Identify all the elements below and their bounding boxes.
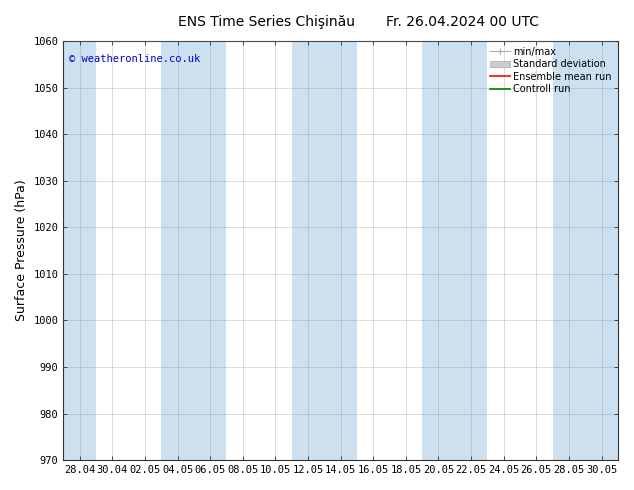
- Bar: [422, 41, 488, 460]
- Bar: [63, 41, 96, 460]
- Text: © weatheronline.co.uk: © weatheronline.co.uk: [69, 53, 200, 64]
- Bar: [161, 41, 226, 460]
- Text: ENS Time Series Chişinău: ENS Time Series Chişinău: [178, 15, 355, 29]
- Y-axis label: Surface Pressure (hPa): Surface Pressure (hPa): [15, 180, 28, 321]
- Legend: min/max, Standard deviation, Ensemble mean run, Controll run: min/max, Standard deviation, Ensemble me…: [489, 46, 613, 95]
- Text: Fr. 26.04.2024 00 UTC: Fr. 26.04.2024 00 UTC: [386, 15, 540, 29]
- Bar: [292, 41, 357, 460]
- Bar: [553, 41, 618, 460]
